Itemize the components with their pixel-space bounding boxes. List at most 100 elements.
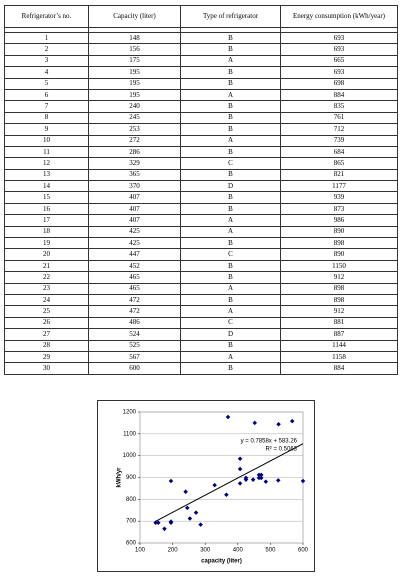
table-row: 20 447 C 890 — [4, 248, 398, 261]
table-cell: 712 — [280, 123, 398, 136]
point — [153, 520, 158, 525]
table-row: 22 465 B 912 — [4, 271, 398, 284]
table-row: 19 425 B 898 — [4, 237, 398, 250]
table-cell: 19 — [4, 237, 89, 250]
table-cell: 3 — [4, 54, 89, 68]
table-row: 27 524 D 887 — [4, 328, 398, 341]
table-cell: 4 — [4, 66, 89, 79]
table-cell: 600 — [88, 362, 181, 375]
table-cell: A — [180, 282, 281, 296]
table-cell: 912 — [280, 271, 398, 284]
table-cell: 425 — [88, 225, 181, 239]
x-axis-label: capacity (liter) — [201, 559, 242, 565]
x-tick-label: 200 — [168, 548, 179, 554]
header-cell: Capacity (liter) — [88, 5, 181, 28]
table-cell: 887 — [280, 328, 398, 341]
table-row: 9 253 B 712 — [4, 123, 398, 136]
table-cell: B — [180, 271, 281, 284]
table-cell: 329 — [88, 157, 181, 170]
table-cell: 884 — [280, 88, 398, 102]
table-cell: 1177 — [280, 180, 398, 193]
table-cell: D — [180, 180, 281, 193]
table-cell: 425 — [88, 237, 181, 250]
table-cell: 9 — [4, 123, 89, 136]
table-cell: B — [180, 31, 281, 45]
table-cell: C — [180, 248, 281, 261]
table-cell: B — [180, 237, 281, 250]
annotation: y = 0.7858x + 583.26 — [241, 439, 298, 445]
point — [168, 478, 174, 484]
table-cell: 195 — [88, 66, 181, 79]
table-cell: 693 — [280, 31, 398, 45]
y-tick-label: 900 — [126, 475, 137, 481]
table-cell: 761 — [280, 111, 398, 125]
table-row: 8 245 B 761 — [4, 111, 398, 125]
table-cell: A — [180, 305, 281, 318]
table-cell: 156 — [88, 43, 181, 56]
table-row: 2 156 B 693 — [4, 43, 398, 56]
table-row: 6 195 A 884 — [4, 88, 398, 102]
point — [185, 505, 190, 511]
table-cell: 567 — [88, 350, 181, 364]
point — [289, 418, 295, 424]
table-cell: 22 — [4, 271, 89, 284]
table-cell: B — [180, 293, 281, 307]
header-row: Refrigerator’s no. Capacity (liter) Type o… — [4, 5, 398, 28]
table-cell: 447 — [88, 248, 181, 261]
point — [237, 466, 243, 472]
table-cell: 884 — [280, 362, 398, 375]
table-cell: 195 — [88, 77, 181, 90]
table-cell: 873 — [280, 202, 398, 216]
table-cell: 2 — [4, 43, 89, 56]
table-row: 11 286 B 684 — [4, 145, 398, 159]
table-cell: 13 — [4, 168, 89, 182]
table-cell: 1158 — [280, 350, 398, 364]
table-row: 7 240 B 835 — [4, 100, 398, 113]
y-tick-label: 800 — [126, 497, 137, 503]
table-cell: 465 — [88, 271, 181, 284]
table-cell: 939 — [280, 191, 398, 204]
y-tick-label: 600 — [126, 541, 137, 547]
header-cell: Type of refrigerator — [180, 5, 281, 28]
table-cell: 912 — [280, 305, 398, 318]
point — [224, 492, 229, 498]
table-row: 15 407 B 939 — [4, 191, 398, 204]
point — [276, 421, 281, 427]
table-cell: 195 — [88, 88, 181, 102]
table-cell: 253 — [88, 123, 181, 136]
table-cell: 10 — [4, 134, 89, 147]
table-cell: 8 — [4, 111, 89, 125]
table-cell: 407 — [88, 202, 181, 216]
table-cell: 28 — [4, 339, 89, 352]
table-cell: B — [180, 111, 281, 125]
table-cell: A — [180, 350, 281, 364]
table-cell: 365 — [88, 168, 181, 182]
table-row: 10 272 A 739 — [4, 134, 398, 147]
table-cell: 693 — [280, 66, 398, 79]
y-tick-label: 1100 — [123, 431, 137, 437]
table-cell: 15 — [4, 191, 89, 204]
x-tick-label: 600 — [298, 548, 309, 554]
table-cell: 986 — [280, 214, 398, 227]
table-row: 3 175 A 665 — [4, 54, 398, 68]
table-cell: 890 — [280, 248, 398, 261]
table-row: 17 407 A 986 — [4, 214, 398, 227]
point — [183, 489, 188, 494]
table-cell: 698 — [280, 77, 398, 90]
table-cell: 148 — [88, 31, 181, 45]
table-cell: 472 — [88, 293, 181, 307]
table-cell: B — [180, 43, 281, 56]
point — [256, 475, 262, 481]
table-cell: 370 — [88, 180, 181, 193]
table-cell: 23 — [4, 282, 89, 296]
table-cell: 407 — [88, 191, 181, 204]
annotation: R² = 0.5063 — [265, 447, 297, 453]
trendline — [155, 443, 304, 522]
table-cell: 684 — [280, 145, 398, 159]
table-cell: 7 — [4, 100, 89, 113]
table-cell: A — [180, 134, 281, 147]
table-cell: 175 — [88, 54, 181, 68]
table-cell: B — [180, 168, 281, 182]
table-cell: 272 — [88, 134, 181, 147]
